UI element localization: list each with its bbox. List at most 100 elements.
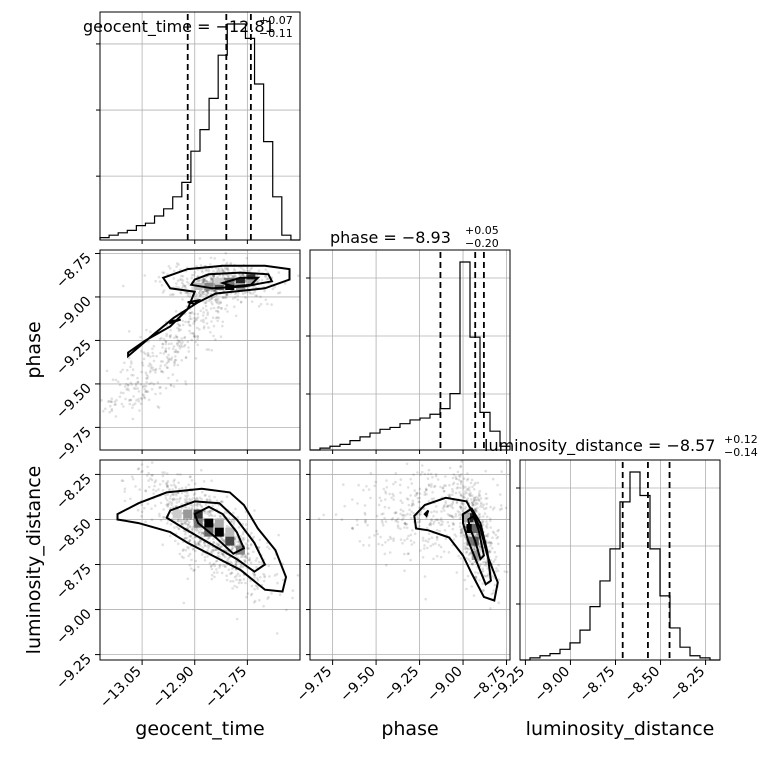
sample-point — [380, 512, 384, 516]
sample-point — [484, 534, 488, 537]
sample-point — [226, 273, 230, 277]
sample-point — [451, 506, 455, 510]
title-luminosity-distance: luminosity_distance = −8.57 — [484, 436, 715, 456]
sample-point — [378, 496, 382, 500]
sample-point — [180, 522, 183, 525]
sample-point — [233, 537, 237, 541]
sample-point — [185, 277, 189, 281]
sample-point — [479, 549, 483, 553]
y-tick-label-luminosity_distance-3: −8.50 — [53, 516, 95, 558]
sample-point — [463, 522, 467, 525]
sample-point — [173, 498, 177, 501]
sample-point — [120, 402, 124, 406]
sample-point — [238, 574, 242, 578]
sample-point — [209, 256, 213, 260]
sample-point — [203, 509, 207, 513]
sample-point — [173, 336, 176, 340]
sample-point — [384, 490, 387, 493]
sample-point — [163, 471, 166, 474]
sample-point — [171, 488, 174, 491]
sample-point — [489, 519, 492, 523]
sample-point — [268, 547, 271, 551]
sample-point — [257, 304, 261, 308]
sample-point — [184, 532, 187, 536]
sample-point — [382, 512, 385, 515]
sample-point — [141, 361, 144, 365]
sample-point — [405, 497, 409, 500]
sample-point — [198, 257, 202, 260]
sample-point — [253, 599, 257, 603]
sample-point — [201, 314, 205, 317]
sample-point — [224, 307, 227, 311]
sample-point — [396, 526, 400, 529]
sample-point — [161, 291, 165, 294]
sample-point — [241, 292, 245, 296]
sample-point — [203, 541, 206, 545]
sample-point — [283, 282, 287, 285]
sample-point — [159, 360, 163, 363]
sample-point — [187, 350, 191, 353]
sample-point — [232, 521, 236, 524]
sample-point — [188, 315, 192, 318]
sample-point — [275, 632, 279, 635]
sample-point — [468, 494, 471, 497]
sample-point — [165, 484, 169, 488]
sample-point — [473, 483, 476, 487]
sample-point — [426, 540, 430, 544]
sample-point — [340, 518, 344, 521]
sample-point — [180, 286, 184, 290]
sample-point — [169, 333, 172, 337]
sample-point — [161, 370, 165, 374]
sample-point — [175, 498, 179, 501]
sample-point — [201, 531, 204, 535]
sample-point — [239, 555, 243, 559]
sample-point — [226, 558, 229, 561]
sample-point — [432, 485, 436, 488]
sample-point — [184, 356, 188, 360]
sample-point — [196, 326, 199, 330]
sample-point — [146, 354, 150, 358]
sample-point — [186, 291, 190, 295]
sample-point — [450, 514, 453, 518]
sample-point — [178, 552, 182, 556]
sample-point — [186, 494, 190, 497]
sample-point — [158, 386, 161, 390]
sample-point — [213, 257, 216, 260]
sample-point — [141, 469, 144, 473]
sample-point — [416, 471, 419, 474]
sample-point — [473, 496, 477, 500]
sample-point — [213, 514, 217, 518]
sample-point — [442, 489, 446, 493]
sample-point — [187, 320, 191, 324]
sample-point — [126, 377, 130, 381]
sample-point — [127, 356, 131, 360]
sample-point — [363, 513, 367, 516]
sample-point — [119, 391, 123, 395]
sample-point — [448, 514, 452, 518]
sample-point — [173, 363, 176, 367]
sample-point — [143, 384, 146, 388]
sample-point — [173, 526, 176, 529]
sample-point — [430, 536, 434, 539]
sample-point — [452, 523, 455, 526]
sample-point — [435, 535, 439, 539]
sample-point — [201, 278, 204, 282]
sample-point — [392, 537, 395, 540]
sample-point — [226, 267, 229, 271]
sample-point — [192, 332, 195, 335]
sample-point — [222, 564, 225, 567]
sample-point — [169, 383, 172, 387]
sample-point — [154, 371, 157, 374]
sample-point — [217, 270, 220, 273]
sample-point — [220, 536, 223, 539]
sample-point — [142, 394, 146, 397]
sample-point — [232, 297, 235, 300]
sample-point — [459, 480, 463, 483]
sample-point — [484, 574, 488, 578]
sample-point — [268, 575, 271, 578]
sample-point — [448, 493, 452, 497]
sample-point — [196, 335, 200, 339]
sample-point — [185, 491, 189, 495]
sample-point — [208, 509, 212, 513]
sample-point — [194, 482, 197, 486]
